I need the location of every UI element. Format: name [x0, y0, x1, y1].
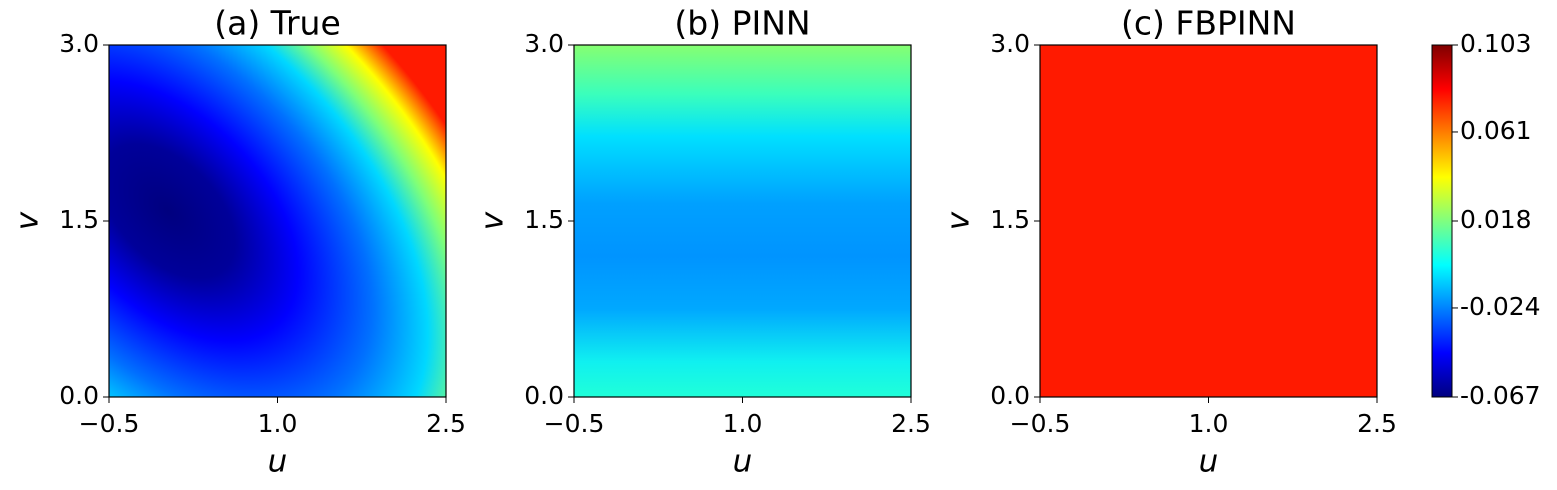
y-tick-label: 3.0	[990, 29, 1030, 58]
chart-title: (b) PINN	[674, 4, 810, 43]
colorbar	[1431, 44, 1453, 398]
x-tick-label: −0.5	[79, 409, 140, 438]
y-axis-label: v	[941, 211, 977, 230]
y-tick-label: 0.0	[990, 381, 1030, 410]
chart-title: (c) FBPINN	[1121, 4, 1296, 43]
x-axis-label: u	[268, 444, 288, 480]
y-tick-label: 1.5	[59, 205, 99, 234]
x-tick-label: −0.5	[544, 409, 605, 438]
colorbar-tick-label: 0.103	[1460, 29, 1532, 58]
chart-title: (a) True	[214, 4, 341, 43]
colorbar-tick-label: -0.067	[1460, 381, 1541, 410]
x-axis-label: u	[1199, 444, 1219, 480]
contour-field	[574, 45, 911, 397]
x-tick-label: 2.5	[891, 409, 931, 438]
contour-field	[1040, 45, 1377, 397]
plots: (a) True u v −0.5 1.0 2.5 0.0 1.5 3.0 (b) PINN u v −…	[10, 4, 1541, 480]
y-tick-label: 0.0	[59, 381, 99, 410]
x-tick-label: 1.0	[723, 409, 763, 438]
colorbar-tick-label: 0.018	[1460, 205, 1532, 234]
y-tick-label: 3.0	[59, 29, 99, 58]
y-axis-label: v	[475, 211, 511, 230]
y-tick-label: 0.0	[524, 381, 564, 410]
x-tick-label: 1.0	[1189, 409, 1229, 438]
x-axis-label: u	[733, 444, 753, 480]
colorbar-tick-label: 0.061	[1460, 116, 1532, 145]
y-tick-label: 1.5	[524, 205, 564, 234]
y-tick-label: 1.5	[990, 205, 1030, 234]
contour-field	[109, 45, 446, 397]
x-tick-label: 2.5	[1357, 409, 1397, 438]
y-axis-label: v	[10, 211, 46, 230]
colorbar-tick-label: -0.024	[1460, 292, 1541, 321]
x-tick-label: 1.0	[258, 409, 298, 438]
x-tick-label: −0.5	[1010, 409, 1071, 438]
y-tick-label: 3.0	[524, 29, 564, 58]
x-tick-label: 2.5	[426, 409, 466, 438]
